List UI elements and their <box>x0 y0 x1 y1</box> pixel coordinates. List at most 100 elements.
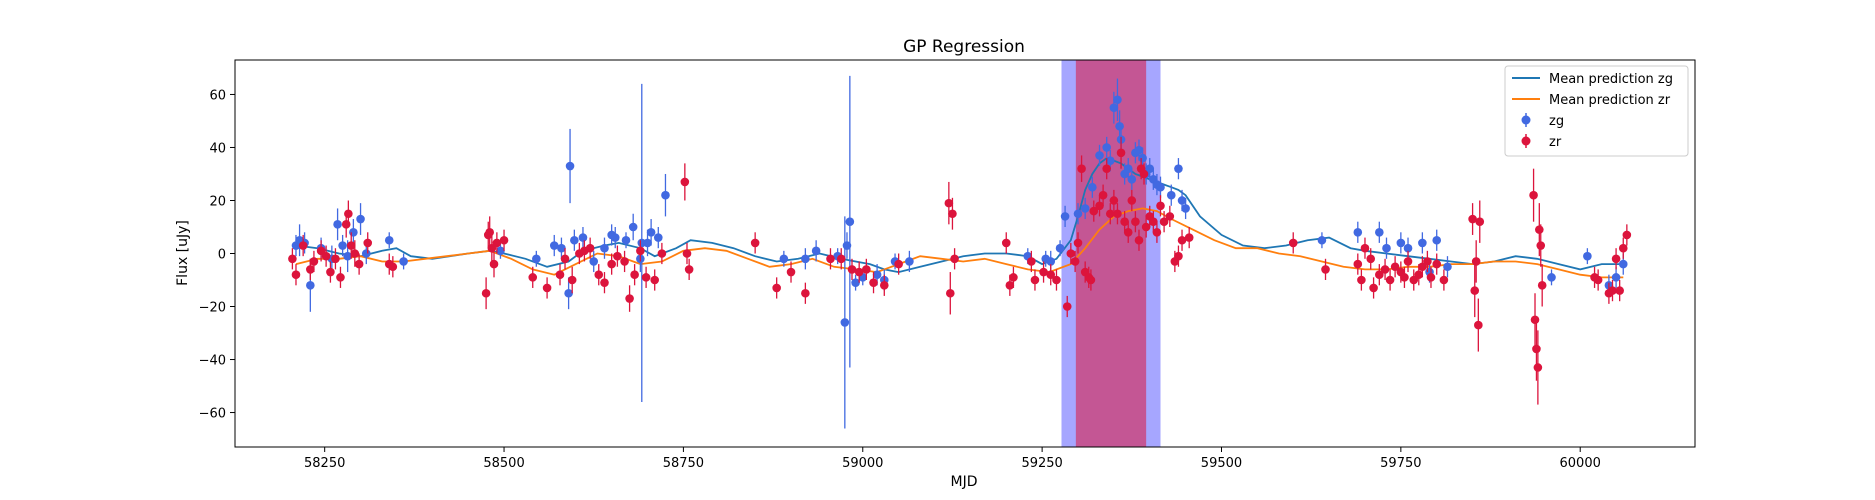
data-point-zg <box>1127 174 1137 184</box>
data-point-zr <box>657 249 667 258</box>
data-point-zr <box>1113 209 1122 219</box>
data-point-zg <box>1403 243 1413 253</box>
data-point-zg <box>1134 145 1144 155</box>
data-point-zr <box>641 273 651 282</box>
x-tick-label: 58250 <box>304 456 345 471</box>
data-point-zg <box>851 278 860 287</box>
data-point-zg <box>570 235 579 245</box>
data-point-zg <box>589 257 599 266</box>
data-point-zg <box>905 257 914 266</box>
data-point-zg <box>532 254 541 264</box>
data-point-zr <box>1470 286 1480 295</box>
data-point-zg <box>1375 227 1384 237</box>
data-point-zr <box>481 288 491 298</box>
data-point-zg <box>356 214 365 224</box>
data-point-zg <box>361 249 371 258</box>
y-tick-label: −40 <box>199 354 226 369</box>
data-point-zr <box>945 288 955 298</box>
data-point-zr <box>1400 273 1409 282</box>
y-tick-label: 60 <box>209 88 226 103</box>
data-point-zg <box>496 246 505 256</box>
x-axis: 58250 58500 58750 59000 59250 59500 59750 60000 <box>304 447 1601 471</box>
data-point-zr <box>1360 243 1370 253</box>
data-point-zr <box>1366 254 1376 264</box>
data-point-zr <box>862 265 871 274</box>
data-point-zr <box>1066 249 1076 258</box>
data-point-zg <box>306 281 315 290</box>
legend-item-zr-line: Mean prediction zr <box>1512 93 1671 108</box>
legend-label-zr-line: Mean prediction zr <box>1549 93 1671 108</box>
data-point-zr <box>1152 227 1162 237</box>
data-point-zr <box>1530 315 1540 325</box>
data-point-zr <box>750 238 760 248</box>
data-point-zr <box>1001 238 1011 248</box>
data-point-zr <box>306 265 315 274</box>
data-point-zr <box>298 241 308 250</box>
data-point-zr <box>1030 275 1040 285</box>
data-point-zr <box>847 265 857 274</box>
data-point-zr <box>1432 259 1442 269</box>
data-point-zr <box>1131 217 1140 226</box>
data-point-zr <box>1120 217 1129 226</box>
x-tick-label: 60000 <box>1560 456 1601 471</box>
data-point-zr <box>1159 217 1169 226</box>
data-point-zg <box>845 217 855 226</box>
x-tick-label: 59250 <box>1021 456 1062 471</box>
data-point-zr <box>1532 344 1541 354</box>
legend-label-zg-line: Mean prediction zg <box>1549 72 1673 87</box>
data-point-zg <box>1088 182 1097 192</box>
x-tick-label: 58750 <box>663 456 704 471</box>
data-point-zg <box>565 161 575 171</box>
data-point-zg <box>1547 273 1556 282</box>
data-point-zr <box>346 241 356 250</box>
legend-box <box>1504 65 1689 157</box>
y-tick-label: 20 <box>209 194 226 209</box>
data-point-zr <box>1095 201 1104 211</box>
data-point-zr <box>1403 257 1413 266</box>
data-point-zr <box>1535 225 1544 234</box>
data-point-zg <box>557 243 566 253</box>
data-point-zr <box>567 275 577 285</box>
data-point-zr <box>620 257 629 266</box>
data-point-zr <box>1005 281 1015 290</box>
data-point-zg <box>1113 95 1122 105</box>
data-point-zr <box>636 246 645 256</box>
data-point-zr <box>1156 201 1165 211</box>
data-point-zr <box>1529 190 1538 200</box>
data-point-zr <box>1375 270 1384 280</box>
data-point-zr <box>948 209 957 219</box>
data-point-zr <box>1593 275 1603 285</box>
data-point-zr <box>309 257 319 266</box>
data-point-zg <box>1382 243 1391 253</box>
data-point-zg <box>1102 143 1111 152</box>
data-point-zr <box>1177 235 1187 245</box>
y-tick-label: −60 <box>199 407 226 422</box>
data-point-zg <box>338 241 347 250</box>
legend-item-zg: zg <box>1521 113 1564 129</box>
data-point-zr <box>1123 227 1133 237</box>
data-point-zr <box>1073 238 1083 248</box>
data-point-zg <box>872 270 882 280</box>
data-point-zr <box>1046 270 1056 280</box>
data-point-zr <box>1474 320 1483 330</box>
data-point-zg <box>1396 238 1406 248</box>
data-point-zg <box>1418 238 1427 248</box>
data-point-zr <box>1127 196 1137 205</box>
data-point-zr <box>1109 196 1119 205</box>
data-point-zr <box>485 227 494 237</box>
data-point-zr <box>682 249 692 258</box>
data-point-zr <box>786 267 796 277</box>
data-point-zr <box>1357 275 1366 285</box>
data-point-zg <box>1109 103 1119 113</box>
data-point-zg <box>1317 235 1327 245</box>
data-point-zr <box>1321 265 1330 274</box>
data-point-zr <box>1618 243 1628 253</box>
data-point-zg <box>1138 153 1147 163</box>
data-point-zr <box>1475 217 1485 226</box>
legend: Mean prediction zg Mean prediction zr zg… <box>1504 65 1689 157</box>
data-point-zr <box>600 278 609 287</box>
data-point-zg <box>801 254 810 264</box>
data-point-zr <box>1086 275 1096 285</box>
data-point-zr <box>1439 275 1449 285</box>
